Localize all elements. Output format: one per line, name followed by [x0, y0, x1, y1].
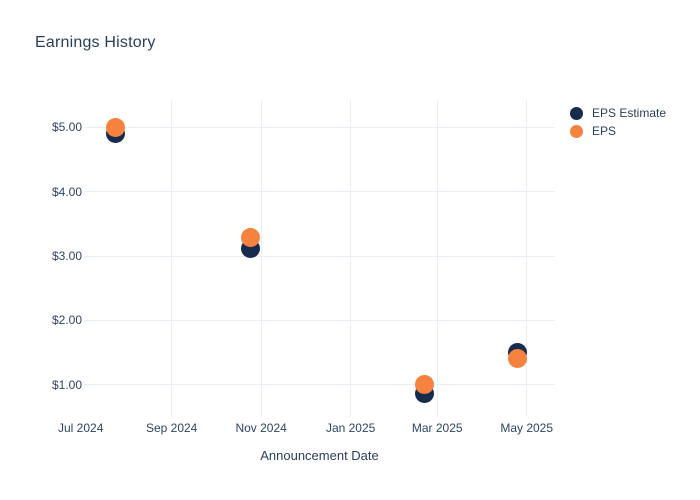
y-gridline	[84, 126, 555, 128]
chart-title: Earnings History	[35, 34, 156, 51]
y-tick-label: $3.00	[51, 249, 82, 263]
y-tick-label: $1.00	[51, 377, 82, 392]
data-point-eps[interactable]	[106, 117, 126, 137]
x-tick-label: Jul 2024	[58, 421, 104, 435]
y-gridline	[84, 319, 555, 321]
y-gridline	[84, 191, 555, 193]
x-tick-label: May 2025	[500, 421, 554, 435]
x-tick-label: Nov 2024	[235, 421, 287, 435]
legend-marker-icon	[570, 124, 583, 138]
legend-label: EPS Estimate	[592, 106, 667, 120]
x-axis-title: Announcement Date	[260, 448, 379, 463]
y-tick-label: $2.00	[51, 313, 82, 328]
x-gridline	[260, 100, 262, 417]
legend-item-eps[interactable]: EPS	[570, 122, 666, 140]
legend-label: EPS	[592, 124, 617, 138]
legend: EPS Estimate EPS	[570, 104, 666, 140]
y-tick-label: $5.00	[51, 120, 82, 135]
x-tick-label: Sep 2024	[145, 421, 198, 435]
data-point-eps[interactable]	[508, 349, 528, 369]
x-gridline	[526, 100, 528, 417]
x-tick-label: Mar 2025	[411, 421, 463, 435]
legend-marker-icon	[570, 106, 583, 120]
y-gridline	[84, 384, 555, 386]
legend-item-eps-estimate[interactable]: EPS Estimate	[570, 104, 666, 122]
data-point-eps[interactable]	[241, 228, 261, 248]
x-gridline	[171, 100, 173, 417]
x-tick-label: Jan 2025	[325, 421, 376, 435]
x-gridline	[350, 100, 352, 417]
x-gridline	[436, 100, 438, 417]
data-point-eps[interactable]	[414, 374, 434, 394]
y-tick-label: $4.00	[51, 184, 82, 199]
y-gridline	[84, 255, 555, 257]
